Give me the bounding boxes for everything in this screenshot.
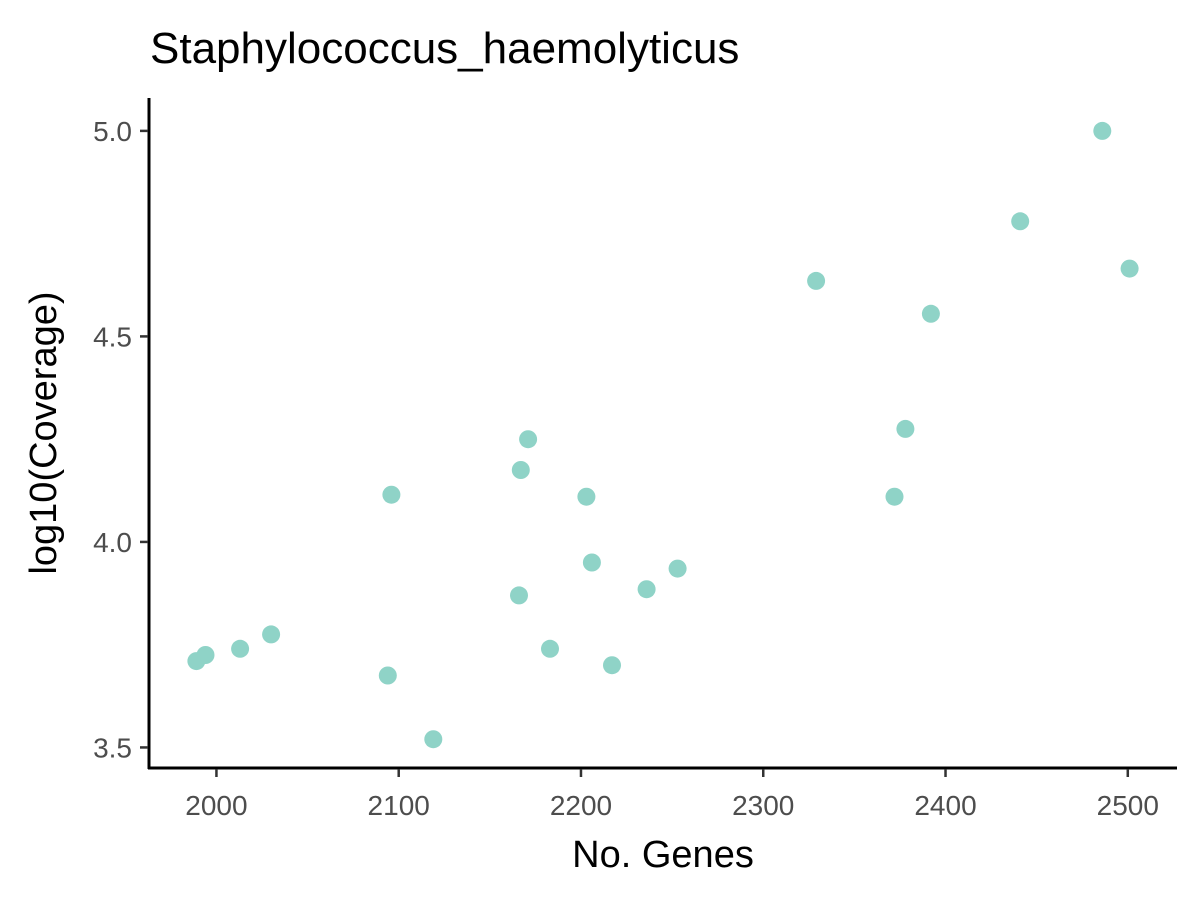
x-axis-ticks: 2000 2100 2200 2300 2400 2500 <box>185 769 1159 821</box>
data-point <box>668 559 687 578</box>
x-tick-label: 2000 <box>185 790 247 821</box>
data-point <box>231 639 250 658</box>
x-tick-label: 2400 <box>914 790 976 821</box>
x-tick-label: 2500 <box>1097 790 1159 821</box>
y-tick-label: 4.5 <box>93 321 132 352</box>
data-point <box>262 625 281 644</box>
y-axis-ticks: 3.5 4.0 4.5 5.0 <box>93 116 148 763</box>
data-point <box>510 586 528 605</box>
data-point <box>541 639 559 658</box>
data-point <box>511 461 530 479</box>
data-point <box>424 730 443 749</box>
data-point <box>577 487 596 506</box>
y-axis-label: log10(Coverage) <box>23 291 65 574</box>
x-tick-label: 2300 <box>732 790 794 821</box>
data-point <box>382 485 401 504</box>
data-point <box>885 487 904 506</box>
chart-title: Staphylococcus_haemolyticus <box>150 24 739 73</box>
data-point <box>637 580 656 599</box>
y-tick-label: 4.0 <box>93 527 132 558</box>
data-point <box>921 304 940 323</box>
data-point <box>196 646 215 664</box>
data-point <box>807 271 826 290</box>
data-point <box>1011 212 1030 231</box>
data-point <box>1120 259 1139 278</box>
data-point <box>1093 121 1112 140</box>
data-point <box>896 419 915 438</box>
data-point <box>603 656 621 675</box>
data-point <box>378 666 397 685</box>
data-point <box>519 430 538 449</box>
y-tick-label: 3.5 <box>93 732 132 763</box>
data-point <box>582 553 601 572</box>
x-tick-label: 2100 <box>368 790 430 821</box>
points-layer <box>187 121 1139 749</box>
y-tick-label: 5.0 <box>93 116 132 147</box>
x-tick-label: 2200 <box>550 790 612 821</box>
x-axis-label: No. Genes <box>572 834 754 876</box>
